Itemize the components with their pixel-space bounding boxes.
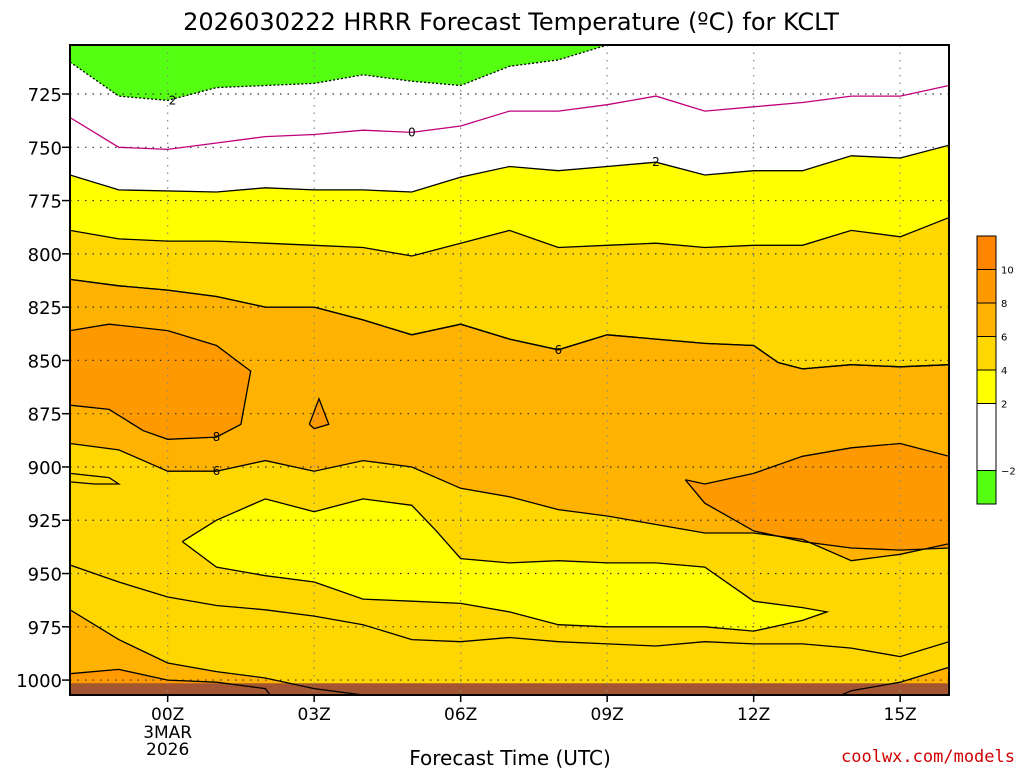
y-tick-label: 875 (28, 405, 62, 426)
y-tick-label: 725 (28, 85, 62, 106)
y-tick-label: 750 (28, 138, 62, 159)
contour-line (70, 278, 949, 370)
filled-region (182, 498, 827, 632)
x-tick-label: 00Z (151, 705, 184, 725)
contour-fill-regions (70, 45, 949, 695)
x-tick-label: 09Z (591, 705, 624, 725)
x-tick-label: 03Z (298, 705, 331, 725)
x-tick-date-label: 2026 (146, 740, 189, 760)
contour-label: 6 (555, 343, 563, 357)
colorbar-label: 10 (1001, 266, 1014, 277)
colorbar-band (977, 236, 996, 270)
y-tick-label: 925 (28, 511, 62, 532)
contour-label: 2 (169, 93, 177, 107)
y-tick-label: 850 (28, 351, 62, 372)
contour-line (70, 609, 364, 695)
colorbar-label: 4 (1001, 366, 1007, 377)
contour-line (181, 498, 830, 632)
contour-label: 0 (408, 125, 416, 139)
y-tick-label: 1000 (16, 671, 62, 692)
chart-title: 2026030222 HRRR Forecast Temperature (ºC… (183, 8, 839, 36)
x-tick-date-label: 3MAR (143, 723, 192, 743)
contour-line (684, 442, 949, 551)
y-tick-label: 950 (28, 565, 62, 586)
contour-label: 8 (213, 430, 221, 444)
contour-line (70, 84, 949, 151)
filled-region (70, 473, 119, 484)
colorbar-label: 2 (1001, 400, 1007, 411)
contour-line (308, 396, 330, 430)
contour-label: 6 (213, 464, 221, 478)
contour-line (70, 668, 271, 695)
contour-line (70, 323, 252, 440)
filled-region (70, 609, 363, 695)
colorbar-band (977, 269, 996, 303)
x-axis-label: Forecast Time (UTC) (409, 746, 611, 768)
colorbar-band (977, 403, 996, 471)
filled-region (70, 324, 251, 440)
filled-region (70, 45, 608, 101)
plot-frame (69, 44, 950, 696)
ground-band (70, 683, 949, 695)
colorbar-band (977, 470, 996, 504)
y-tick-label: 900 (28, 458, 62, 479)
y-tick-label: 775 (28, 192, 62, 213)
contour-line (70, 472, 121, 485)
colorbar: −2 2 4 6 8 10 (976, 235, 1016, 505)
filled-region (70, 565, 949, 695)
contour-line (70, 45, 608, 102)
colorbar-label: −2 (1001, 467, 1016, 478)
y-tick-label: 825 (28, 298, 62, 319)
x-tick-label: 12Z (737, 705, 770, 725)
colorbar-label: 8 (1001, 299, 1007, 310)
ground-layer (70, 683, 949, 695)
y-axis-ticks: 725 750 775 800 825 850 875 900 925 950 975 1000 (16, 85, 70, 692)
contour-line (70, 144, 949, 193)
colorbar-band (977, 303, 996, 337)
colorbar-band (977, 370, 996, 404)
y-tick-label: 975 (28, 618, 62, 639)
credit-text: coolwx.com/models (841, 747, 1015, 767)
contour-line (70, 564, 949, 658)
colorbar-band (977, 336, 996, 370)
contour-line (70, 442, 949, 562)
contour-label: 2 (652, 155, 660, 169)
x-tick-label: 06Z (444, 705, 477, 725)
x-tick-label: 15Z (884, 705, 917, 725)
colorbar-label: 6 (1001, 333, 1007, 344)
contour-line (841, 666, 949, 695)
contour-labels: 2 0 2 6 8 6 (169, 93, 660, 478)
filled-region (685, 443, 949, 551)
contour-lines (70, 45, 949, 695)
y-tick-label: 800 (28, 245, 62, 266)
contour-line (70, 216, 949, 257)
